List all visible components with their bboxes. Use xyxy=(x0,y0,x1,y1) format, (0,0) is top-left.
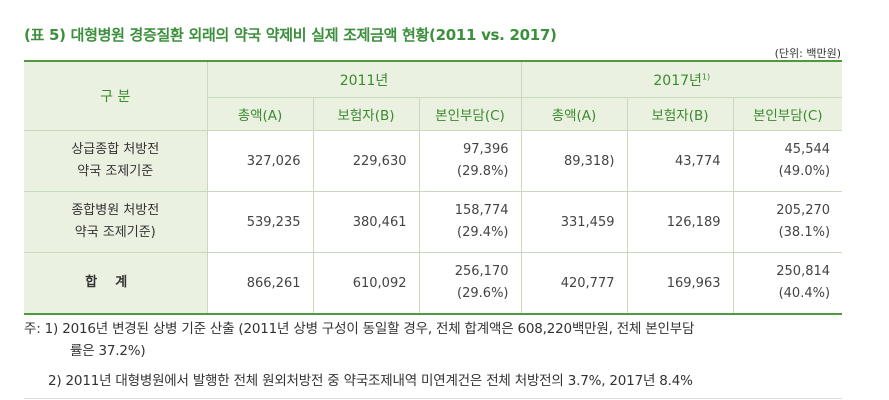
cell-copay-2017: 205,270 (38.1%) xyxy=(732,191,843,253)
cell-copay-2011: 158,774 (29.4%) xyxy=(418,191,522,253)
cell-insurer-2017: 43,774 xyxy=(626,130,734,192)
year-2017-label: 2017년 xyxy=(653,72,702,89)
bottom-divider xyxy=(24,398,842,399)
cell-total-2011: 866,261 xyxy=(206,252,314,315)
copay-percent: (29.4%) xyxy=(457,225,509,240)
col-copay-2011: 본인부담(C) xyxy=(418,97,522,131)
copay-percent: (29.6%) xyxy=(457,286,509,301)
row-label-line: 약국 조제기준 xyxy=(77,164,154,179)
col-copay-2017: 본인부담(C) xyxy=(732,97,843,131)
year-2017-header: 2017년1) xyxy=(520,60,843,98)
cell-copay-2011: 97,396 (29.8%) xyxy=(418,130,522,192)
category-header: 구 분 xyxy=(24,60,208,131)
copay-percent: (38.1%) xyxy=(778,225,831,240)
cell-total-2017: 420,777 xyxy=(520,252,628,315)
cell-copay-2017: 45,544 (49.0%) xyxy=(732,130,843,192)
footnote-1-line-2: 률은 37.2%) xyxy=(70,343,146,359)
total-row: 합계 866,261 610,092 256,170 (29.6%) 420,77… xyxy=(24,252,843,315)
cell-copay-2011: 256,170 (29.6%) xyxy=(418,252,522,315)
row-label-line: 종합병원 처방전 xyxy=(71,203,160,218)
table-title: (표 5) 대형병원 경증질환 외래의 약국 약제비 실제 조제금액 현황(20… xyxy=(24,26,557,44)
row-label-line: 상급종합 처방전 xyxy=(71,142,160,157)
copay-amount: 205,270 xyxy=(776,203,831,218)
col-total-2017: 총액(A) xyxy=(520,97,628,131)
copay-percent: (29.8%) xyxy=(457,164,509,179)
copay-amount: 256,170 xyxy=(454,264,509,279)
copay-percent: (49.0%) xyxy=(778,164,831,179)
footnote-ref: 1) xyxy=(701,71,711,81)
cell-total-2011: 327,026 xyxy=(206,130,314,192)
total-label: 합계 xyxy=(24,252,208,315)
year-2011-header: 2011년 xyxy=(206,60,522,98)
cell-insurer-2017: 169,963 xyxy=(626,252,734,315)
cell-insurer-2011: 610,092 xyxy=(312,252,420,315)
footnote-2: 2) 2011년 대형병원에서 발행한 전체 원외처방전 중 약국조제내역 미연… xyxy=(48,373,693,389)
cell-total-2017: 331,459 xyxy=(520,191,628,253)
cell-copay-2017: 250,814 (40.4%) xyxy=(732,252,843,315)
col-insurer-2017: 보험자(B) xyxy=(626,97,734,131)
copay-amount: 250,814 xyxy=(776,264,831,279)
cell-total-2017: 89,318) xyxy=(520,130,628,192)
cell-total-2011: 539,235 xyxy=(206,191,314,253)
copay-percent: (40.4%) xyxy=(778,286,831,301)
copay-amount: 158,774 xyxy=(454,203,509,218)
row-label-line: 약국 조제기준) xyxy=(74,225,156,240)
cell-insurer-2011: 229,630 xyxy=(312,130,420,192)
data-table: 구 분 2011년 2017년1) 총액(A) 보험자(B) 본인부담(C) 총… xyxy=(24,60,843,315)
unit-label: (단위: 백만원) xyxy=(774,47,841,60)
footnote-1-line-1: 주: 1) 2016년 변경된 상병 기준 산출 (2011년 상병 구성이 동… xyxy=(24,321,695,337)
col-total-2011: 총액(A) xyxy=(206,97,314,131)
copay-amount: 97,396 xyxy=(463,142,509,157)
copay-amount: 45,544 xyxy=(784,142,831,157)
cell-insurer-2011: 380,461 xyxy=(312,191,420,253)
cell-insurer-2017: 126,189 xyxy=(626,191,734,253)
col-insurer-2011: 보험자(B) xyxy=(312,97,420,131)
